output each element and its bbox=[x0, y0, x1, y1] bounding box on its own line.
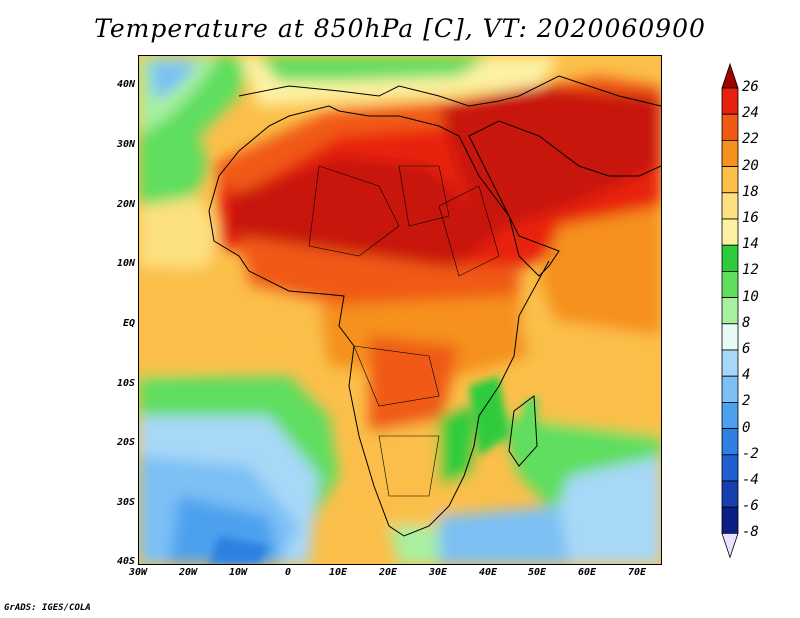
lat-label-40s: 40S bbox=[116, 556, 135, 567]
lon-label-20e: 20E bbox=[378, 567, 398, 578]
credit-text: GrADS: IGES/COLA bbox=[4, 603, 91, 613]
lon-label-50e: 50E bbox=[527, 567, 547, 578]
colorbar-swatch bbox=[721, 166, 739, 194]
lon-label-60e: 60E bbox=[577, 567, 597, 578]
colorbar-label: 18 bbox=[742, 183, 759, 200]
colorbar-arrow-bottom bbox=[721, 533, 739, 559]
colorbar-label: 2 bbox=[742, 393, 751, 410]
colorbar-label: 14 bbox=[742, 236, 759, 253]
colorbar-swatch bbox=[721, 323, 739, 351]
colorbar-label: 22 bbox=[742, 131, 759, 148]
colorbar-label: 6 bbox=[742, 341, 751, 357]
colorbar-label: -2 bbox=[742, 445, 759, 462]
colorbar-swatch bbox=[721, 87, 739, 115]
lon-label-40e: 40E bbox=[478, 567, 498, 578]
colorbar-arrow-top bbox=[721, 62, 739, 89]
temperature-map bbox=[138, 55, 662, 565]
colorbar-label: 0 bbox=[742, 419, 751, 436]
colorbar-label: 26 bbox=[742, 79, 759, 95]
map-title: Temperature at 850hPa [C], VT: 202006090… bbox=[94, 14, 706, 43]
detail-shading bbox=[209, 376, 539, 564]
coastlines bbox=[208, 75, 661, 537]
colorbar-swatch bbox=[721, 297, 739, 325]
colorbar-label: -8 bbox=[742, 524, 759, 541]
colorbar-swatch bbox=[721, 140, 739, 168]
lon-label-10e: 10E bbox=[328, 567, 348, 578]
lat-label-30s: 30S bbox=[116, 497, 135, 508]
colorbar-swatch bbox=[721, 270, 739, 298]
colorbar-swatch bbox=[721, 375, 739, 403]
colorbar-label: 20 bbox=[742, 157, 759, 174]
temperature-shading bbox=[139, 56, 661, 564]
lat-label-10s: 10S bbox=[116, 378, 135, 389]
temperature-field bbox=[139, 56, 661, 564]
lat-label-40n: 40N bbox=[116, 79, 135, 90]
colorbar-swatch bbox=[721, 349, 739, 377]
lon-label-20w: 20W bbox=[178, 567, 198, 578]
lat-label-20n: 20N bbox=[116, 199, 135, 210]
colorbar-label: 10 bbox=[742, 288, 759, 305]
colorbar-swatch bbox=[721, 506, 739, 534]
lon-label-30e: 30E bbox=[428, 567, 448, 578]
lon-label-10w: 10W bbox=[228, 567, 248, 578]
colorbar-label: 12 bbox=[742, 262, 759, 279]
colorbar bbox=[721, 62, 739, 559]
colorbar-label: 16 bbox=[742, 210, 759, 226]
colorbar-label: -6 bbox=[742, 498, 759, 515]
colorbar-label: 24 bbox=[742, 105, 759, 122]
colorbar-swatch bbox=[721, 192, 739, 220]
lat-label-20s: 20S bbox=[116, 437, 135, 448]
colorbar-swatch bbox=[721, 428, 739, 456]
lon-label-30w: 30W bbox=[128, 567, 148, 578]
colorbar-swatch bbox=[721, 454, 739, 482]
lat-label-30n: 30N bbox=[116, 139, 135, 150]
colorbar-label: 4 bbox=[742, 367, 751, 384]
lon-label-0: 0 bbox=[284, 567, 292, 578]
lon-label-70e: 70E bbox=[627, 567, 647, 578]
colorbar-label: 8 bbox=[742, 314, 751, 331]
lat-label-eq: EQ bbox=[122, 318, 135, 329]
colorbar-swatch bbox=[721, 113, 739, 141]
lat-label-10n: 10N bbox=[116, 258, 135, 269]
colorbar-swatch bbox=[721, 401, 739, 429]
colorbar-swatch bbox=[721, 480, 739, 508]
colorbar-swatch bbox=[721, 244, 739, 272]
colorbar-label: -4 bbox=[742, 472, 759, 488]
colorbar-swatch bbox=[721, 218, 739, 246]
